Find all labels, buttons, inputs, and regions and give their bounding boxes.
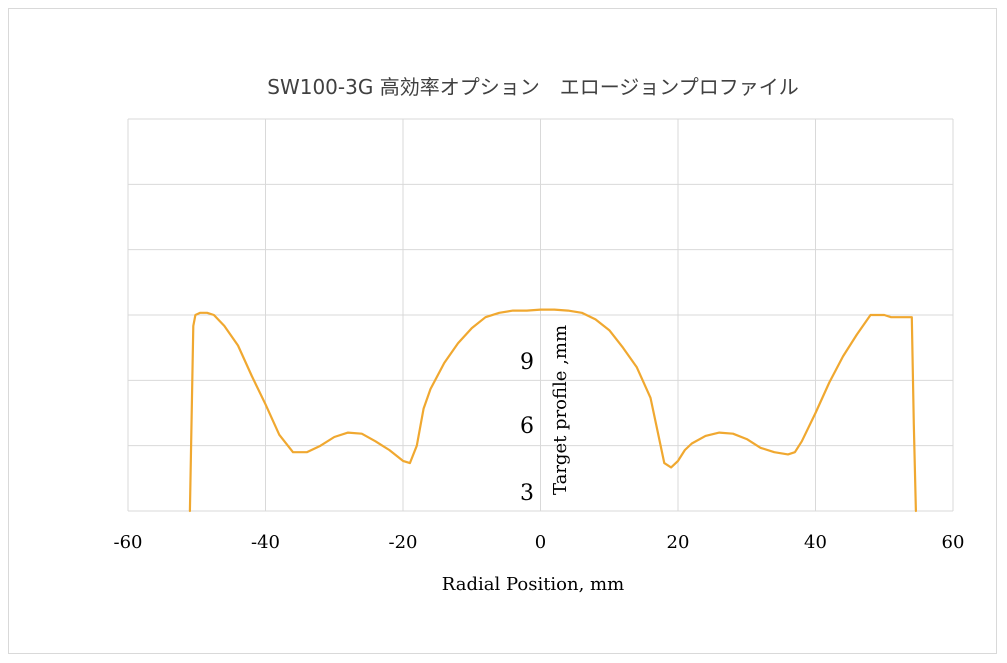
x-tick-label: 40	[804, 532, 827, 553]
series-group	[188, 308, 918, 513]
y-tick-label: 3	[520, 481, 534, 506]
y-axis-label: Target profile ,mm	[550, 325, 571, 495]
x-tick-label: 60	[942, 532, 965, 553]
grid	[127, 118, 954, 512]
y-tick-labels: 3 6 9	[520, 350, 534, 506]
y-tick-label: 9	[520, 350, 534, 375]
x-axis-label: Radial Position, mm	[442, 574, 624, 595]
x-tick-label: -40	[251, 532, 280, 553]
chart-title: SW100-3G 高効率オプション エロージョンプロファイル	[267, 75, 798, 99]
y-tick-label: 6	[520, 414, 534, 439]
x-tick-label: 0	[535, 532, 546, 553]
x-tick-label: -60	[114, 532, 143, 553]
chart-frame	[8, 8, 997, 654]
x-tick-label: 20	[667, 532, 690, 553]
x-tick-label: -20	[389, 532, 418, 553]
x-tick-labels: -60 -40 -20 0 20 40 60	[114, 532, 965, 553]
series-line-0	[188, 308, 918, 513]
